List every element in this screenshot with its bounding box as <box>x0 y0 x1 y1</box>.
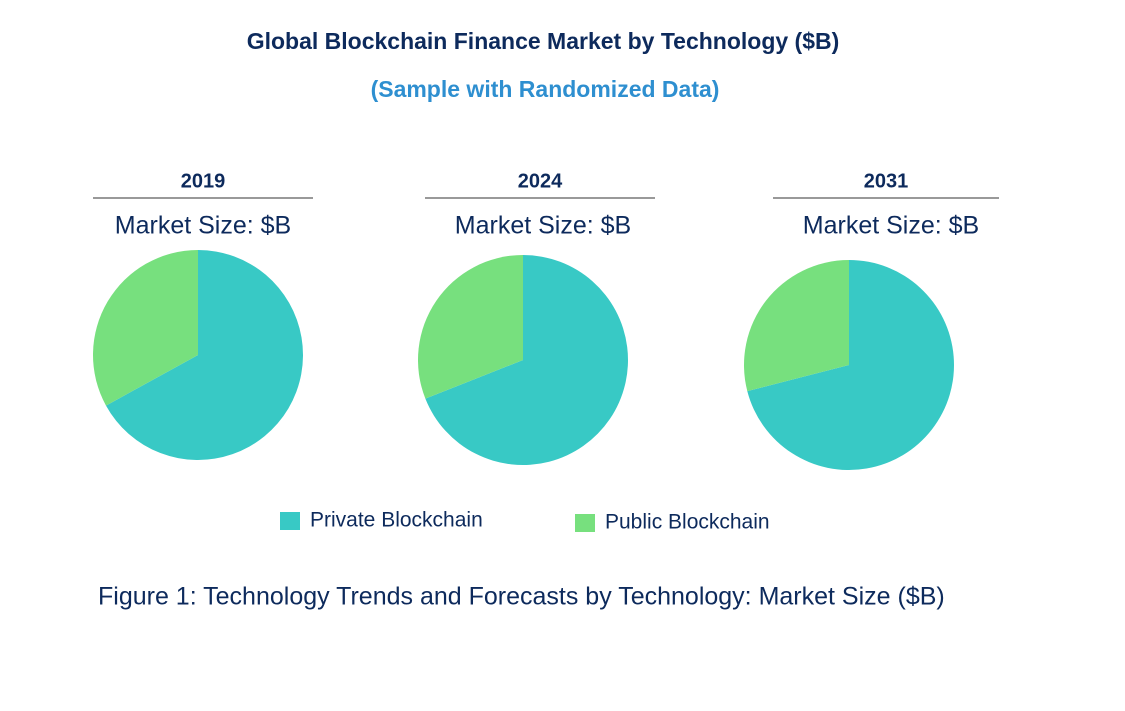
legend-label: Public Blockchain <box>605 511 770 534</box>
pie-subtitle: Market Size: $B <box>115 212 291 240</box>
caption: Figure 1: Technology Trends and Forecast… <box>98 583 945 611</box>
chart-subtitle: (Sample with Randomized Data) <box>371 76 720 102</box>
pie-slice <box>425 255 628 465</box>
legend-swatch <box>280 512 300 530</box>
pie-subtitle: Market Size: $B <box>803 212 979 240</box>
pie-subtitle: Market Size: $B <box>455 212 631 240</box>
pie-slice <box>747 260 954 470</box>
pie-slice <box>417 255 523 399</box>
legend-label: Private Blockchain <box>310 509 483 532</box>
pie-slice <box>92 250 198 406</box>
pie-slice <box>105 250 304 460</box>
pie-title: 2024 <box>518 170 563 192</box>
chart-title: Global Blockchain Finance Market by Tech… <box>247 28 840 54</box>
pie-title: 2031 <box>864 170 909 192</box>
legend-swatch <box>575 514 595 532</box>
pie-title: 2019 <box>181 170 226 192</box>
pie-slice <box>744 260 849 392</box>
